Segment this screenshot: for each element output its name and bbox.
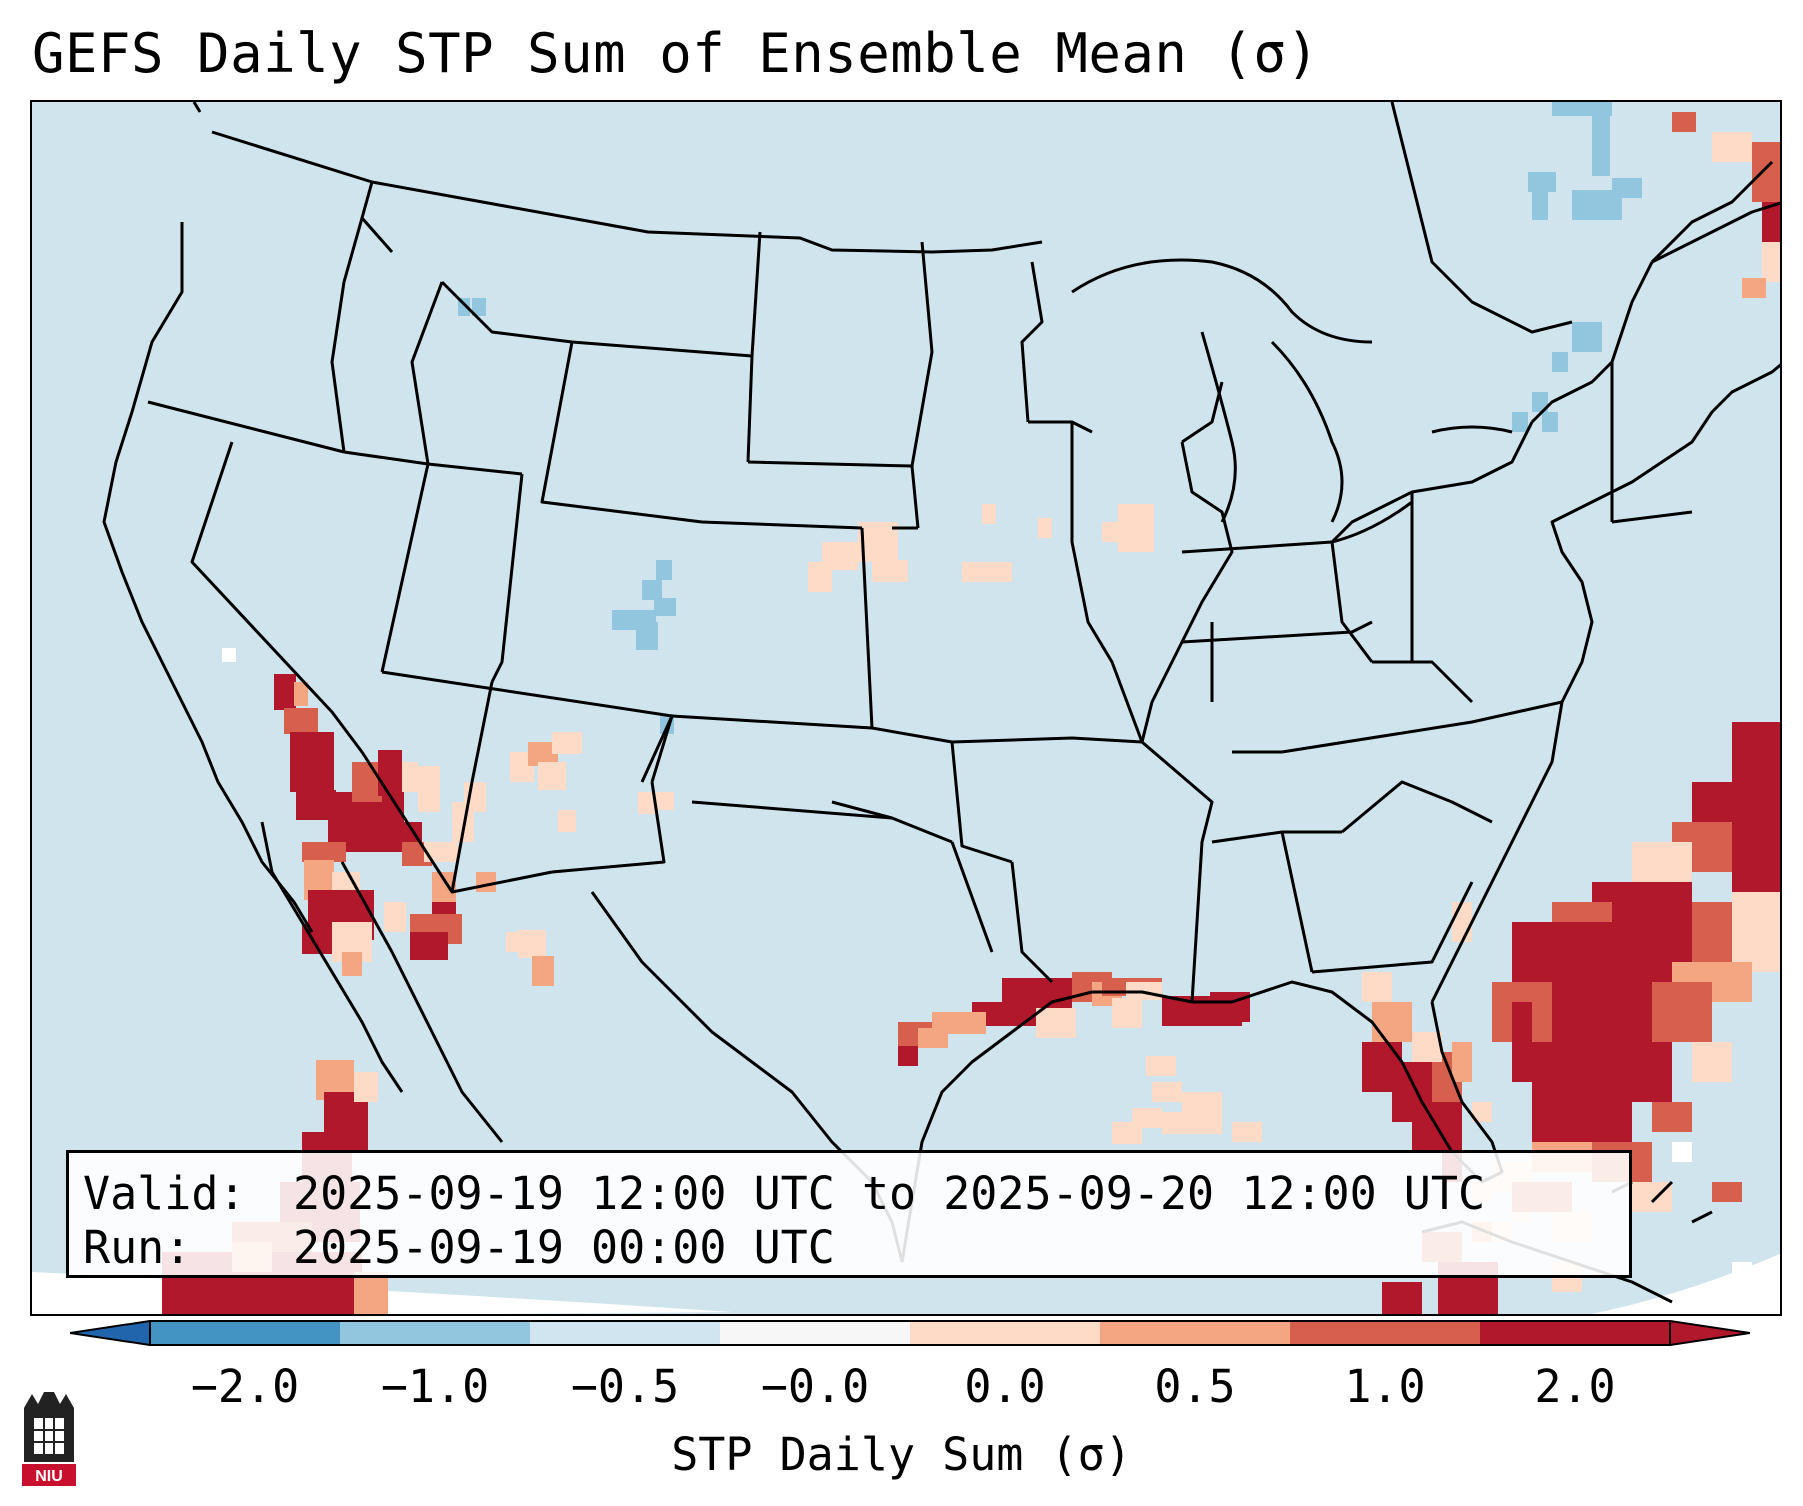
shading-plains [656, 504, 1154, 810]
colorbar-tick-label: −0.5 [570, 1360, 680, 1413]
colorbar-ticks: −2.0 −1.0 −0.5 −0.0 0.0 0.5 1.0 2.0 [0, 1360, 1803, 1420]
map-title: GEFS Daily STP Sum of Ensemble Mean (σ) [32, 22, 1320, 85]
map-outlines [102, 102, 1780, 1304]
lake-huron [1270, 340, 1344, 523]
lake-superior [1071, 258, 1373, 344]
colorbar-label: STP Daily Sum (σ) [671, 1428, 1132, 1481]
canada-border [192, 102, 1043, 254]
logo-text: NIU [35, 1468, 63, 1485]
border-ca-nv [190, 441, 364, 753]
colorbar-segment [1100, 1321, 1291, 1345]
colorbar-tick-label: −1.0 [380, 1360, 490, 1413]
atlantic-coast [1430, 701, 1564, 1003]
stp-map-panel [30, 100, 1782, 1316]
lake-ontario [1431, 425, 1513, 434]
valid-value: 2025-09-19 12:00 UTC to 2025-09-20 12:00… [293, 1167, 1486, 1220]
colorbar-tick-label: −0.0 [760, 1360, 870, 1413]
colorbar-segment [340, 1321, 531, 1345]
colorbar-segment [150, 1321, 341, 1345]
border-or-ca [147, 400, 345, 454]
anomaly-shading [162, 102, 1780, 1314]
colorbar-tick-label: 0.5 [1154, 1360, 1236, 1413]
colorbar-outline [149, 1320, 1671, 1346]
valid-label: Valid: [83, 1167, 246, 1220]
shading-southwest [222, 648, 656, 986]
colorbar-segment [530, 1321, 721, 1345]
shading-atlantic [1492, 722, 1780, 1292]
colorbar-extend-low [70, 1321, 150, 1345]
run-value: 2025-09-19 00:00 UTC [293, 1221, 835, 1274]
colorbar-extend-high [1670, 1321, 1750, 1345]
colorbar-tick-label: 1.0 [1344, 1360, 1426, 1413]
colorbar-tick-label: −2.0 [190, 1360, 300, 1413]
lake-michigan [1200, 331, 1237, 523]
colorbar-segment [720, 1321, 911, 1345]
university-seal-icon: NIU [22, 1392, 76, 1486]
colorbar-segment [1480, 1321, 1671, 1345]
valid-time-box: Valid: 2025-09-19 12:00 UTC to 2025-09-20… [66, 1150, 1632, 1278]
lake-erie [1331, 500, 1413, 544]
colorbar-tick-label: 0.0 [964, 1360, 1046, 1413]
border-nv-ut [380, 463, 430, 673]
border-wy [540, 341, 703, 524]
colorbar-tick-label: 2.0 [1534, 1360, 1616, 1413]
map-canvas [32, 102, 1780, 1314]
shading-gulf [898, 902, 1472, 1144]
shading-northeast [1672, 112, 1780, 298]
florida-coast [1192, 980, 1504, 1184]
colorbar-segment [910, 1321, 1101, 1345]
off-domain-area-right [1591, 1253, 1780, 1314]
pacific-coast [102, 222, 314, 933]
colorbar [70, 1320, 1750, 1346]
colorbar-segments [150, 1321, 1671, 1345]
shading-negative [458, 102, 1642, 734]
colorbar-segment [1290, 1321, 1481, 1345]
run-label: Run: [83, 1221, 192, 1274]
